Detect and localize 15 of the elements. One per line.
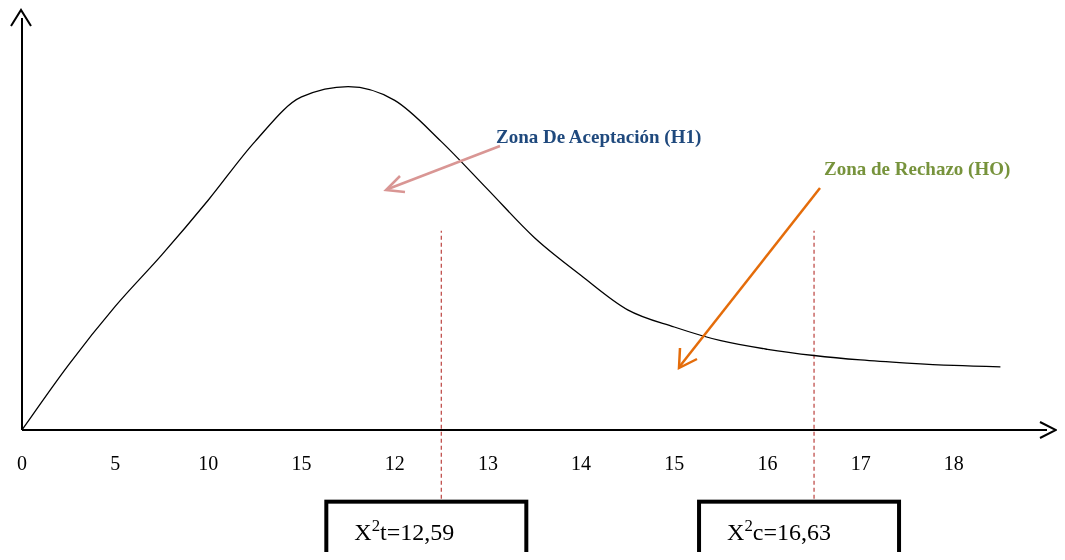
x-tick-label: 18 <box>943 452 964 475</box>
text: X$^{2}$t=12,59 <box>354 515 455 545</box>
x-tick-label: 15 <box>664 452 685 475</box>
x-tick-label: 15 <box>291 452 312 475</box>
x-tick-label: 16 <box>757 452 778 475</box>
x-tick-label: 17 <box>850 452 871 475</box>
annotation: Zona De Aceptación (H1) <box>496 126 702 148</box>
x-tick-label: 14 <box>571 452 592 475</box>
text: X$^{2}$c=16,63 <box>727 515 831 545</box>
x-tick-label: 13 <box>477 452 498 475</box>
x-tick-label: 5 <box>110 452 121 475</box>
x-tick-label: 12 <box>384 452 405 475</box>
annotation: Zona de Rechazo (HO) <box>824 158 1011 180</box>
x-tick-label: 0 <box>17 452 27 475</box>
x-tick-label: 10 <box>198 452 219 475</box>
